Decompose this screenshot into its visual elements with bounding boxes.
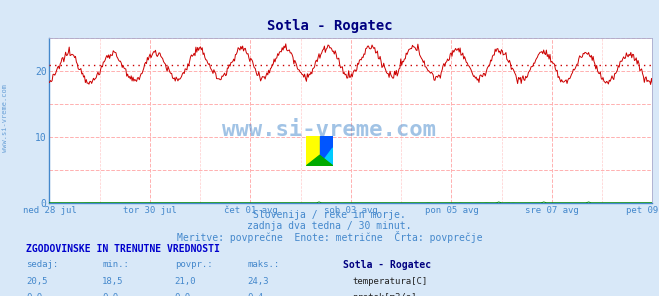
Text: ZGODOVINSKE IN TRENUTNE VREDNOSTI: ZGODOVINSKE IN TRENUTNE VREDNOSTI — [26, 244, 220, 254]
Text: Meritve: povprečne  Enote: metrične  Črta: povprečje: Meritve: povprečne Enote: metrične Črta:… — [177, 231, 482, 243]
Text: 24,3: 24,3 — [247, 277, 269, 286]
Text: Sotla - Rogatec: Sotla - Rogatec — [267, 19, 392, 33]
Text: 21,0: 21,0 — [175, 277, 196, 286]
Text: povpr.:: povpr.: — [175, 260, 212, 269]
Polygon shape — [320, 136, 333, 166]
Text: min.:: min.: — [102, 260, 129, 269]
Text: sedaj:: sedaj: — [26, 260, 59, 269]
Text: temperatura[C]: temperatura[C] — [353, 277, 428, 286]
Text: 0,4: 0,4 — [247, 293, 263, 296]
Polygon shape — [306, 155, 333, 166]
Polygon shape — [306, 136, 320, 166]
Text: 0,0: 0,0 — [175, 293, 190, 296]
Text: 0,0: 0,0 — [102, 293, 118, 296]
Text: maks.:: maks.: — [247, 260, 279, 269]
Text: Sotla - Rogatec: Sotla - Rogatec — [343, 260, 431, 271]
Text: www.si-vreme.com: www.si-vreme.com — [2, 84, 9, 152]
Text: 18,5: 18,5 — [102, 277, 124, 286]
Text: 20,5: 20,5 — [26, 277, 48, 286]
Text: zadnja dva tedna / 30 minut.: zadnja dva tedna / 30 minut. — [247, 221, 412, 231]
Text: Slovenija / reke in morje.: Slovenija / reke in morje. — [253, 210, 406, 220]
Polygon shape — [320, 148, 333, 166]
Text: pretok[m3/s]: pretok[m3/s] — [353, 293, 417, 296]
Text: www.si-vreme.com: www.si-vreme.com — [223, 120, 436, 140]
Text: 0,0: 0,0 — [26, 293, 42, 296]
